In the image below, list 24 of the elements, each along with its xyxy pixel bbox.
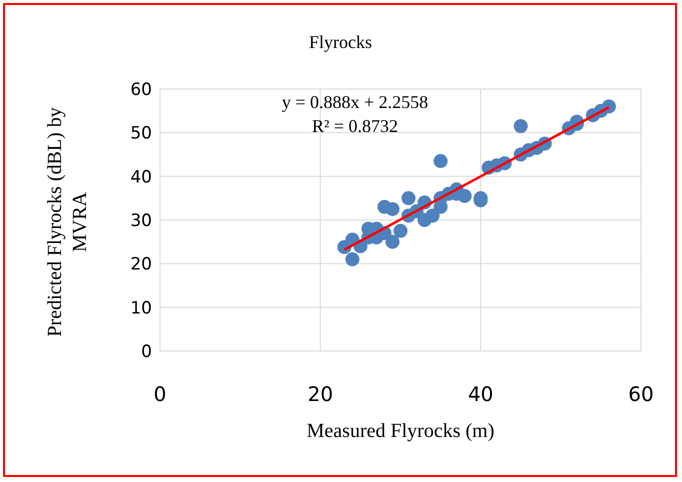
point	[402, 191, 416, 206]
y-tick-label: 0	[141, 342, 152, 362]
x-axis-title: Measured Flyrocks (m)	[306, 420, 496, 443]
point	[394, 224, 408, 238]
x-tick-label: 40	[468, 382, 494, 406]
x-tick-label: 60	[628, 382, 654, 406]
chart-title: Flyrocks	[308, 32, 373, 53]
point	[458, 188, 472, 203]
point	[385, 202, 400, 216]
point	[345, 252, 360, 266]
y-tick-label: 50	[130, 124, 152, 144]
point	[385, 234, 400, 249]
x-tick-label: 20	[308, 382, 334, 406]
y-tick-label: 60	[130, 80, 152, 100]
point	[434, 154, 448, 168]
y-tick-label: 30	[130, 211, 152, 232]
y-tick-label: 20	[130, 254, 152, 275]
y-tick-label: 40	[130, 167, 152, 188]
annotation: y = 0.888x + 2.2558	[280, 91, 430, 114]
y-tick-label: 10	[130, 298, 152, 318]
y-axis-title: Predicted Flyrocks (dBL) by MVRA	[43, 106, 92, 339]
point	[514, 119, 528, 134]
annotation: R² = 0.8732	[310, 115, 400, 138]
point	[426, 208, 440, 223]
